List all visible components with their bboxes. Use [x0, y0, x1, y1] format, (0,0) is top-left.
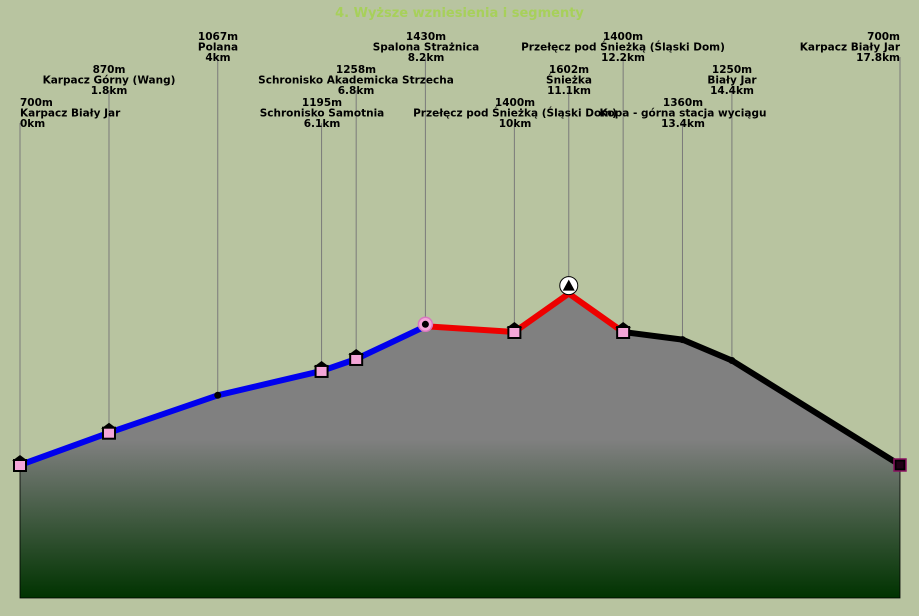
route-segment-2: [422, 290, 627, 335]
place-name-label: Schronisko Akademicka Strzecha: [258, 75, 454, 87]
waypoint-dot-icon: [214, 391, 222, 399]
distance-label: 10km: [499, 118, 532, 130]
point-label: 1360m Kopa - górna stacja wyciągu 13.4km: [600, 97, 767, 130]
point-label: 1067m Polana 4km: [198, 31, 238, 64]
place-name-label: Karpacz Górny (Wang): [43, 75, 176, 87]
place-name-label: Śnieżka: [546, 74, 592, 87]
distance-label: 13.4km: [661, 118, 705, 130]
place-name-label: Przełęcz pod Śnieżką (Śląski Dom): [413, 107, 617, 120]
point-marker: [417, 316, 434, 333]
hut-icon: [101, 426, 116, 440]
point-label: 1400m Przełęcz pod Śnieżką (Śląski Dom) 12…: [521, 31, 725, 64]
point-label: 1602m Śnieżka 11.1km: [546, 64, 592, 97]
point-label: 1250m Biały Jar 14.4km: [707, 64, 757, 97]
distance-label: 6.8km: [338, 85, 375, 97]
finish-inner-icon: [896, 461, 904, 469]
point-marker: [728, 357, 736, 364]
place-name-label: Polana: [198, 42, 238, 54]
elevation-label: 1602m: [549, 64, 589, 76]
point-marker: [12, 455, 28, 472]
distance-label: 6.1km: [304, 118, 341, 130]
distance-label: 17.8km: [856, 52, 900, 64]
point-marker: [214, 391, 222, 399]
place-name-label: Kopa - górna stacja wyciągu: [600, 108, 767, 120]
point-marker: [100, 422, 117, 440]
elevation-label: 1067m: [198, 31, 238, 43]
place-name-label: Biały Jar: [707, 75, 757, 87]
elevation-label: 1430m: [406, 31, 446, 43]
point-marker: [348, 348, 365, 366]
place-name-label: Spalona Strażnica: [373, 42, 480, 54]
place-name-label: Karpacz Biały Jar: [20, 108, 121, 120]
point-label: 1195m Schronisko Samotnia 6.1km: [260, 97, 385, 130]
elevation-label: 700m: [20, 97, 53, 109]
point-marker: [313, 360, 330, 378]
hut-icon: [13, 459, 27, 472]
place-name-label: Schronisko Samotnia: [260, 108, 385, 120]
hut-icon: [616, 326, 631, 339]
point-marker: [893, 458, 907, 472]
distance-label: 11.1km: [547, 85, 591, 97]
elevation-label: 1400m: [603, 31, 643, 43]
route-segment-1: [17, 323, 429, 468]
distance-label: 14.4km: [710, 85, 754, 97]
elevation-label: 1360m: [663, 97, 703, 109]
chart-title: 4. Wyższe wzniesienia i segmenty: [335, 6, 584, 21]
elevation-label: 700m: [867, 31, 900, 43]
point-label: 1430m Spalona Strażnica 8.2km: [373, 31, 480, 64]
distance-label: 0km: [20, 118, 45, 130]
point-label: 700m Karpacz Biały Jar 17.8km: [800, 31, 901, 64]
hut-icon: [507, 326, 522, 339]
point-label: 700m Karpacz Biały Jar 0km: [20, 97, 121, 130]
point-marker: [678, 336, 686, 344]
hut-icon: [314, 364, 329, 378]
waypoint-dot-icon: [678, 336, 686, 344]
elevation-label: 1195m: [302, 97, 342, 109]
viewpoint-center-icon: [421, 320, 429, 328]
route-segment-3: [620, 329, 903, 468]
point-marker: [559, 276, 579, 296]
place-name-label: Karpacz Biały Jar: [800, 42, 901, 54]
elevation-label: 1258m: [336, 64, 376, 76]
elevation-label: 1250m: [712, 64, 752, 76]
place-name-label: Przełęcz pod Śnieżką (Śląski Dom): [521, 41, 725, 54]
distance-label: 8.2km: [408, 52, 445, 64]
point-label: 870m Karpacz Górny (Wang) 1.8km: [43, 64, 176, 97]
waypoint-dot-icon: [728, 357, 736, 364]
elevation-label: 1400m: [495, 97, 535, 109]
profile-area: [19, 293, 901, 599]
distance-label: 4km: [205, 52, 230, 64]
hut-icon: [349, 352, 364, 366]
point-label: 1400m Przełęcz pod Śnieżką (Śląski Dom) 10…: [413, 97, 617, 130]
point-marker: [615, 322, 632, 339]
elevation-label: 870m: [93, 64, 126, 76]
point-label: 1258m Schronisko Akademicka Strzecha 6.8km: [258, 64, 454, 97]
point-marker: [506, 322, 523, 339]
distance-label: 12.2km: [601, 52, 645, 64]
distance-label: 1.8km: [91, 85, 128, 97]
summit-triangle-icon: [562, 279, 575, 291]
